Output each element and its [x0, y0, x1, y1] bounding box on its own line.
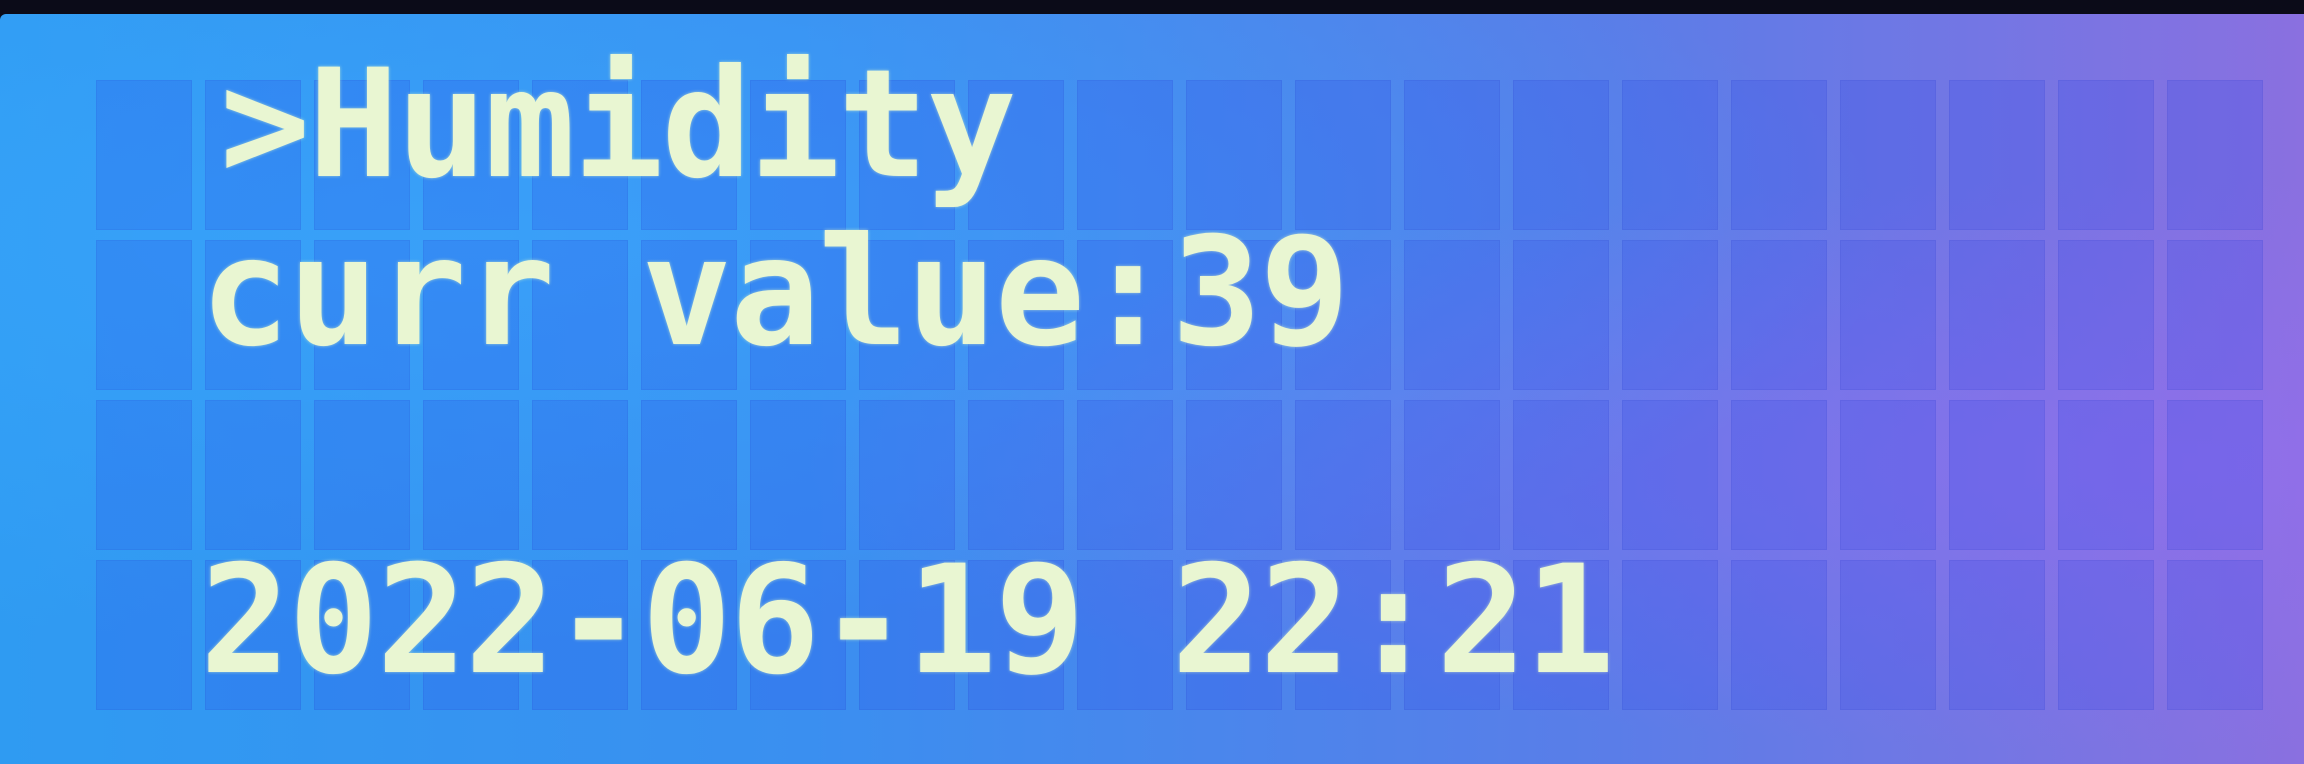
lcd-cell — [2058, 80, 2154, 230]
lcd-cell — [968, 240, 1064, 390]
lcd-cell — [532, 400, 628, 550]
lcd-cell — [2167, 400, 2263, 550]
lcd-cell — [1949, 240, 2045, 390]
lcd-cell — [205, 400, 301, 550]
lcd-cell — [532, 80, 628, 230]
lcd-cell — [1513, 240, 1609, 390]
lcd-cell — [1622, 560, 1718, 710]
lcd-cell — [641, 240, 737, 390]
lcd-cell — [1077, 560, 1173, 710]
lcd-cell — [314, 240, 410, 390]
lcd-cell — [859, 80, 955, 230]
lcd-cell — [1186, 400, 1282, 550]
lcd-cell — [1731, 240, 1827, 390]
lcd-cell — [750, 240, 846, 390]
lcd-cell — [641, 80, 737, 230]
lcd-cell — [1840, 400, 1936, 550]
lcd-cell — [96, 560, 192, 710]
lcd-cell — [1731, 400, 1827, 550]
lcd-cell — [1840, 560, 1936, 710]
lcd-cell — [1622, 80, 1718, 230]
lcd-cell — [205, 240, 301, 390]
lcd-cell — [532, 240, 628, 390]
lcd-cell — [1622, 400, 1718, 550]
lcd-cell — [96, 240, 192, 390]
lcd-cell — [1840, 240, 1936, 390]
lcd-cell — [423, 400, 519, 550]
lcd-cell — [1949, 400, 2045, 550]
lcd-cell — [1622, 240, 1718, 390]
lcd-cell — [1731, 560, 1827, 710]
lcd-cell — [1949, 560, 2045, 710]
lcd-cell — [1186, 240, 1282, 390]
lcd-cell — [1295, 80, 1391, 230]
lcd-cell — [314, 400, 410, 550]
lcd-cell — [2167, 240, 2263, 390]
lcd-row — [96, 400, 2276, 550]
lcd-screen — [0, 14, 2304, 764]
lcd-cell — [1404, 560, 1500, 710]
lcd-line-1-menu-item: >Humidity — [220, 38, 1017, 212]
lcd-cell — [859, 240, 955, 390]
lcd-cell — [1404, 400, 1500, 550]
lcd-cell — [2058, 560, 2154, 710]
character-cell-grid — [96, 80, 2276, 710]
lcd-cell — [1513, 80, 1609, 230]
lcd-cell — [1513, 560, 1609, 710]
lcd-cell — [1295, 560, 1391, 710]
lcd-cell — [968, 400, 1064, 550]
lcd-cell — [2167, 560, 2263, 710]
lcd-row — [96, 240, 2276, 390]
lcd-cell — [1404, 240, 1500, 390]
lcd-cell — [750, 560, 846, 710]
lcd-cell — [1186, 80, 1282, 230]
lcd-cell — [423, 560, 519, 710]
lcd-cell — [205, 560, 301, 710]
lcd-cell — [96, 400, 192, 550]
lcd-cell — [1295, 400, 1391, 550]
lcd-line-2-current-value: curr value:39 — [200, 206, 1350, 380]
lcd-cell — [2058, 240, 2154, 390]
lcd-cell — [1731, 80, 1827, 230]
lcd-cell — [423, 240, 519, 390]
lcd-cell — [2167, 80, 2263, 230]
lcd-cell — [1295, 240, 1391, 390]
lcd-cell — [1513, 400, 1609, 550]
lcd-cell — [750, 80, 846, 230]
lcd-cell — [968, 560, 1064, 710]
lcd-cell — [968, 80, 1064, 230]
lcd-cell — [641, 400, 737, 550]
lcd-cell — [1404, 80, 1500, 230]
lcd-line-4-datetime: 2022-06-19 22:21 — [200, 534, 1615, 708]
lcd-cell — [859, 400, 955, 550]
lcd-cell — [2058, 400, 2154, 550]
lcd-cell — [1840, 80, 1936, 230]
lcd-cell — [205, 80, 301, 230]
lcd-cell — [1077, 80, 1173, 230]
lcd-cell — [1077, 400, 1173, 550]
lcd-row — [96, 560, 2276, 710]
lcd-cell — [314, 560, 410, 710]
lcd-cell — [859, 560, 955, 710]
lcd-cell — [423, 80, 519, 230]
lcd-cell — [750, 400, 846, 550]
lcd-cell — [1186, 560, 1282, 710]
lcd-cell — [1949, 80, 2045, 230]
lcd-cell — [532, 560, 628, 710]
lcd-cell — [1077, 240, 1173, 390]
lcd-cell — [96, 80, 192, 230]
lcd-cell — [641, 560, 737, 710]
lcd-row — [96, 80, 2276, 230]
lcd-cell — [314, 80, 410, 230]
